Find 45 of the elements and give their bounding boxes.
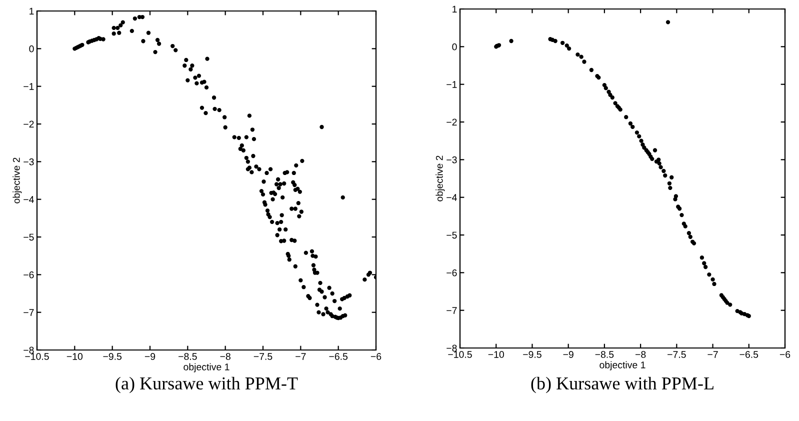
x-tick-label: −9.5: [523, 351, 542, 358]
y-tick-label: −4: [446, 194, 457, 201]
y-axis-title: objective 2: [12, 158, 22, 204]
x-tick-label: −6.5: [329, 353, 348, 360]
x-axis-title: objective 1: [600, 361, 646, 370]
y-tick-label: −2: [446, 118, 457, 126]
x-tick-label: −7: [708, 351, 718, 358]
y-tick-label: −7: [446, 307, 457, 314]
x-tick-label: −8.5: [595, 351, 614, 358]
y-tick-label: 1: [452, 6, 457, 13]
x-tick-label: −8: [635, 351, 646, 358]
x-tick-label: −6: [780, 351, 790, 358]
x-tick-label: −10: [66, 353, 83, 360]
y-tick-label: −6: [24, 271, 34, 278]
x-tick-label: −9: [563, 351, 574, 358]
y-tick-label: 0: [29, 45, 34, 52]
text: (b) Kursawe with PPM-L: [531, 376, 714, 394]
y-tick-label: −5: [446, 232, 457, 239]
y-tick-label: −7: [24, 309, 34, 316]
y-axis-title: objective 2: [436, 156, 445, 202]
x-tick-label: −9.5: [103, 353, 122, 360]
x-tick-label: −8.5: [178, 353, 197, 360]
y-tick-label: −8: [446, 344, 457, 352]
x-tick-label: −10.5: [25, 353, 49, 360]
x-tick-label: −6: [370, 353, 382, 360]
x-tick-label: −9: [144, 353, 156, 360]
y-tick-label: −5: [24, 234, 34, 241]
y-tick-label: −3: [24, 158, 34, 166]
text: (a) Kursawe with PPM-T: [116, 376, 298, 394]
x-tick-label: −6.5: [740, 351, 758, 358]
x-tick-label: −7.5: [254, 353, 272, 360]
y-tick-label: −1: [446, 81, 457, 88]
y-tick-label: −4: [24, 196, 34, 203]
y-tick-label: −1: [24, 83, 34, 90]
y-tick-label: −6: [446, 269, 457, 276]
x-tick-label: −10: [488, 351, 504, 358]
x-tick-label: −8: [220, 353, 230, 360]
y-tick-label: 0: [452, 43, 457, 50]
y-tick-label: −2: [24, 120, 34, 128]
x-tick-label: −10.5: [448, 351, 472, 358]
y-tick-label: 1: [30, 8, 34, 15]
x-axis-title: objective 1: [184, 363, 230, 372]
x-tick-label: −7.5: [668, 351, 686, 358]
y-tick-label: −3: [446, 156, 457, 164]
x-tick-label: −7: [296, 353, 306, 360]
